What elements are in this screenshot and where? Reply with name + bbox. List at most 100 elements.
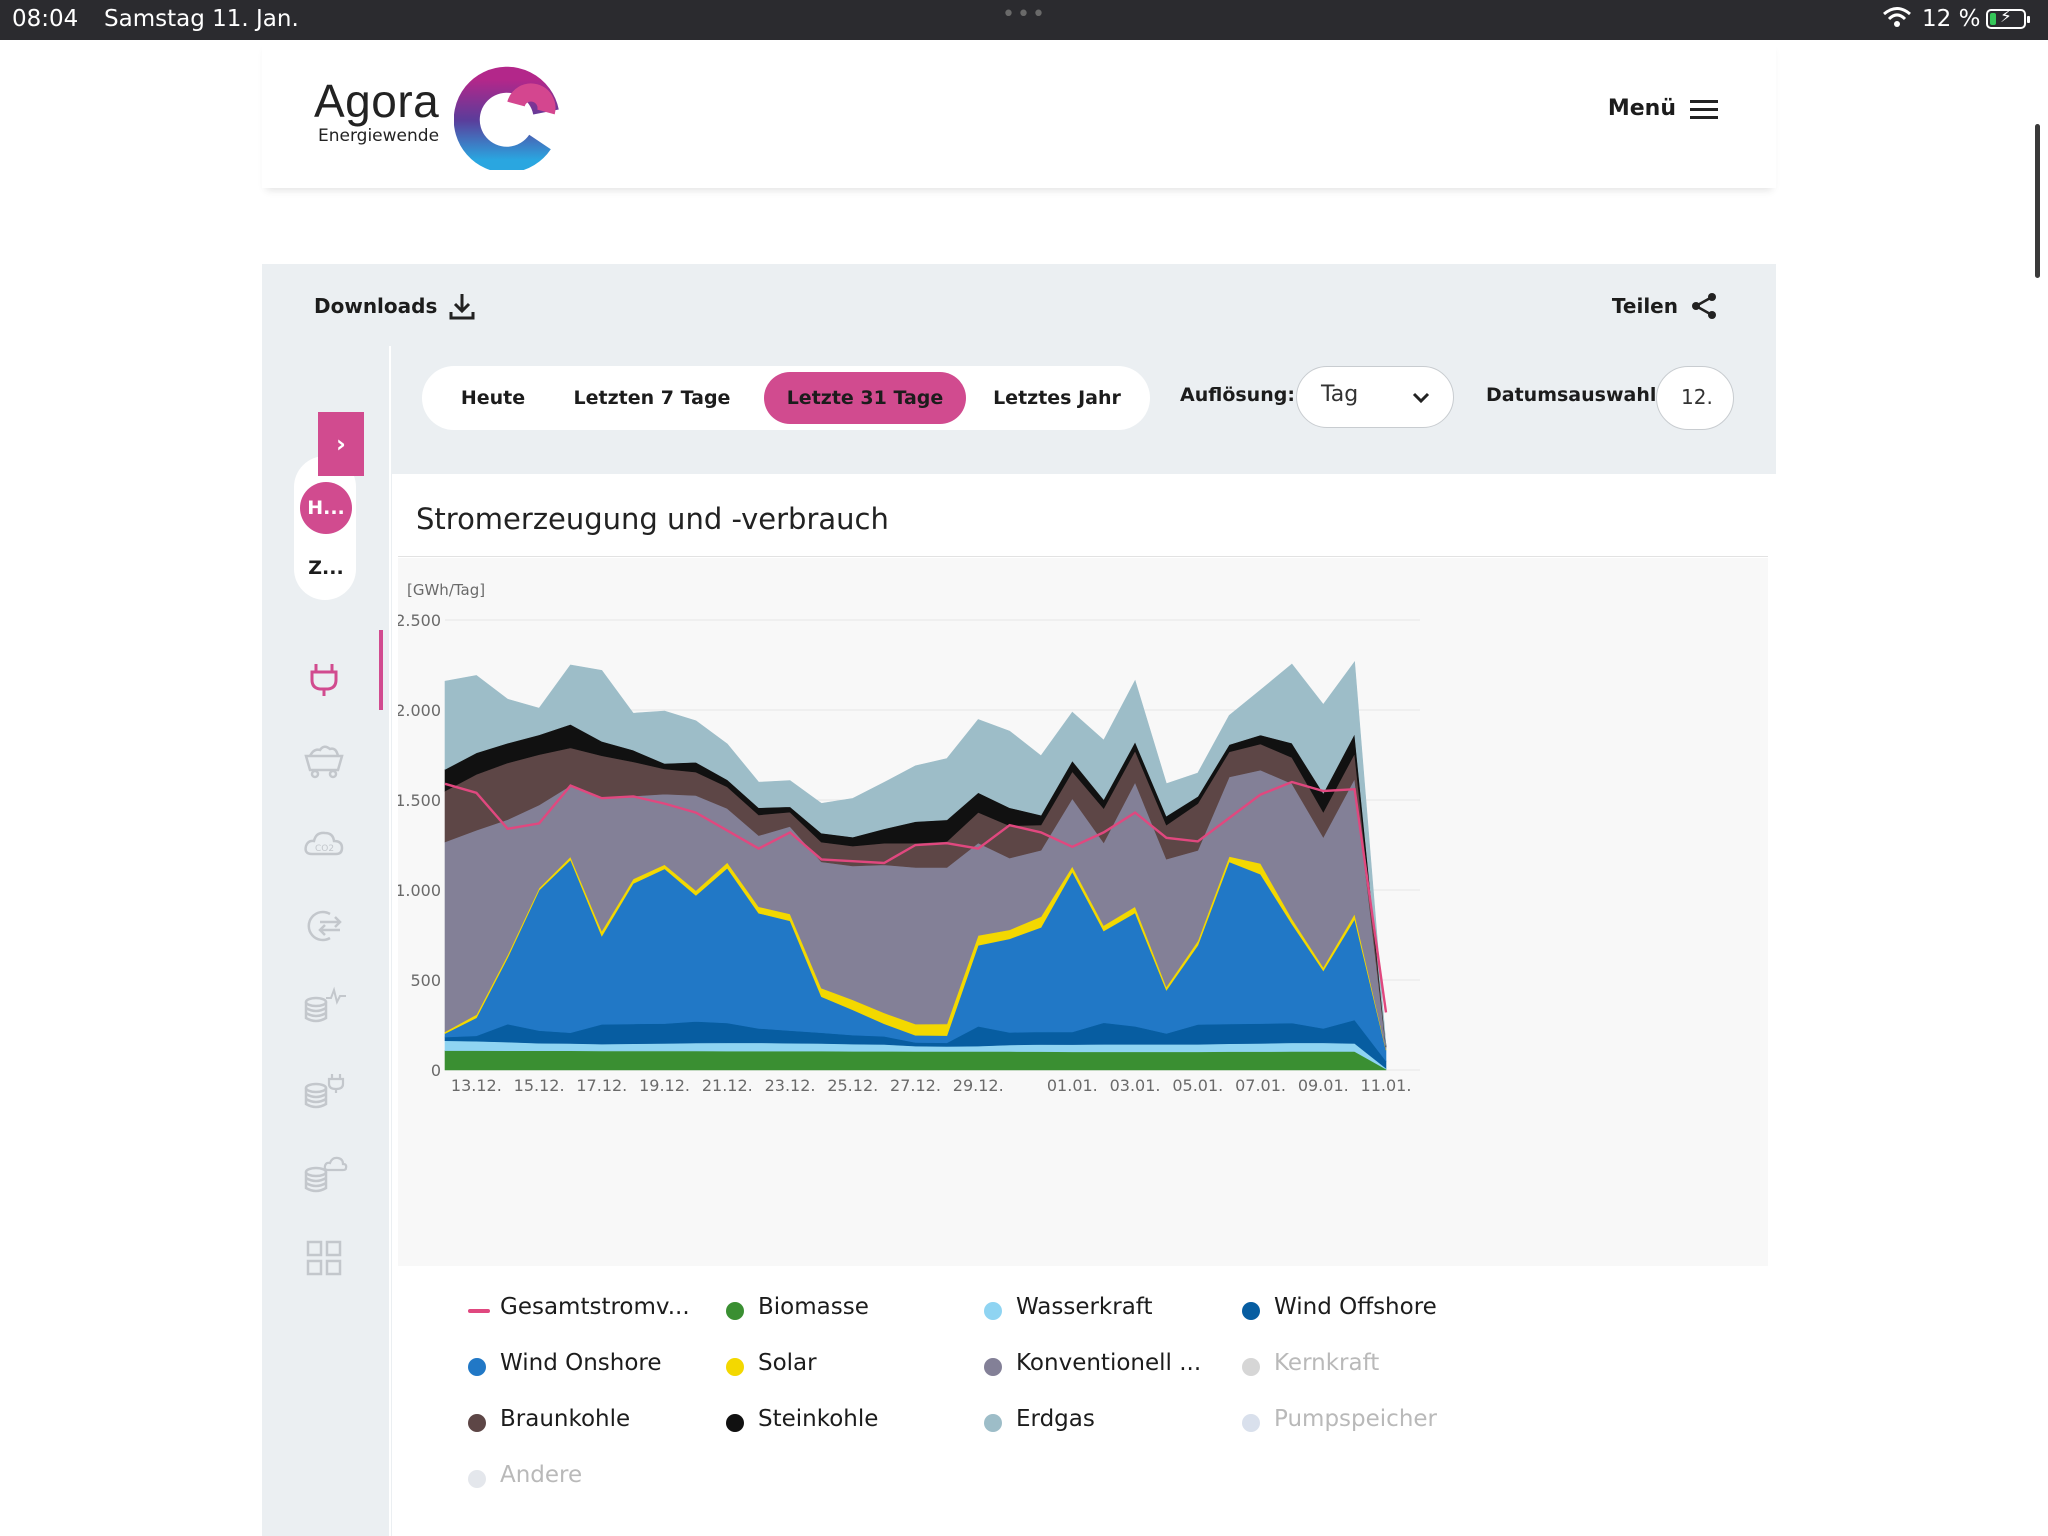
x-tick-label: 29.12. (953, 1076, 1004, 1095)
x-tick-label: 15.12. (514, 1076, 565, 1095)
chart-title: Stromerzeugung und -verbrauch (416, 502, 889, 536)
co2-cloud-icon[interactable]: CO2 (300, 820, 348, 868)
y-tick-label: 1.000 (398, 881, 441, 900)
area-erdgas (444, 660, 1387, 1046)
legend-marker-icon (468, 1358, 486, 1376)
multitask-dots-icon[interactable]: ••• (1002, 2, 1047, 27)
sidebar-expand-button[interactable]: › (318, 412, 364, 476)
x-tick-label: 25.12. (827, 1076, 878, 1095)
coal-cart-icon[interactable] (300, 736, 348, 784)
coins-power-icon[interactable] (300, 1068, 348, 1116)
tab-letzten-7-tage[interactable]: Letzten 7 Tage (573, 387, 731, 409)
page-scrollbar[interactable] (2035, 124, 2040, 278)
view-option-z[interactable]: Z... (308, 557, 344, 579)
legend-marker-icon (468, 1414, 486, 1432)
category-sidebar: H... Z... › CO2 (262, 346, 391, 1536)
grid-overview-icon[interactable] (300, 1234, 348, 1282)
sidebar-divider (389, 346, 391, 1536)
chevron-down-icon (1412, 392, 1430, 404)
y-tick-label: 1.500 (398, 791, 441, 810)
x-tick-label: 17.12. (576, 1076, 627, 1095)
legend-marker-icon (726, 1358, 744, 1376)
download-icon (449, 294, 475, 320)
x-tick-label: 01.01. (1047, 1076, 1098, 1095)
legend-marker-icon (468, 1470, 486, 1488)
downloads-label: Downloads (314, 294, 438, 318)
y-tick-label: 0 (431, 1061, 441, 1080)
legend-label: Pumpspeicher (1274, 1406, 1437, 1432)
share-button[interactable]: Teilen (1612, 292, 1718, 320)
tab-heute[interactable]: Heute (460, 387, 526, 409)
y-tick-label: 500 (410, 971, 441, 990)
legend-label: Erdgas (1016, 1406, 1095, 1432)
menu-label: Menü (1607, 96, 1676, 121)
x-tick-label: 19.12. (639, 1076, 690, 1095)
share-icon (1692, 293, 1716, 319)
coins-cloud-icon[interactable] (300, 1150, 348, 1198)
period-tabs: Heute Letzten 7 Tage Letzte 31 Tage Letz… (422, 366, 1150, 430)
legend-label: Wasserkraft (1016, 1294, 1153, 1320)
y-tick-label: 2.000 (398, 701, 441, 720)
share-label: Teilen (1611, 294, 1678, 318)
area-biomasse (444, 1050, 1387, 1071)
x-tick-label: 03.01. (1110, 1076, 1161, 1095)
legend-marker-icon (984, 1358, 1002, 1376)
title-divider (398, 556, 1768, 557)
date-input[interactable]: 12. (1656, 366, 1734, 430)
x-tick-label: 13.12. (451, 1076, 502, 1095)
y-tick-label: 2.500 (398, 611, 441, 630)
legend-marker-icon (726, 1414, 744, 1432)
downloads-button[interactable]: Downloads (314, 292, 475, 320)
line-gesamtstromverbrauch (444, 780, 1388, 1013)
agora-logo-icon (454, 66, 559, 170)
legend-marker-icon (726, 1302, 744, 1320)
legend-marker-icon (984, 1302, 1002, 1320)
tab-letzte-31-tage[interactable]: Letzte 31 Tage (764, 372, 966, 424)
tab-letztes-jahr[interactable]: Letztes Jahr (993, 387, 1121, 409)
status-time: 08:04 (12, 6, 79, 32)
coins-price-icon[interactable] (300, 982, 348, 1030)
legend-label: Wind Onshore (500, 1350, 662, 1376)
generation-area-chart[interactable]: [GWh/Tag] 0 500 1.000 1.500 2.000 2.500 13.12. 1… (398, 558, 1768, 1266)
x-tick-label: 23.12. (765, 1076, 816, 1095)
battery-icon: ⚡ (1986, 7, 2030, 29)
legend-label: Biomasse (758, 1294, 869, 1320)
logo-subtitle: Energiewende (318, 126, 440, 146)
legend-label: Andere (500, 1462, 583, 1488)
site-header: Agora Energiewende Menü (262, 40, 1776, 188)
legend-label: Konventionell ... (1016, 1350, 1202, 1376)
status-date: Samstag 11. Jan. (104, 6, 299, 32)
chart-area: [GWh/Tag] 0 500 1.000 1.500 2.000 2.500 13.12. 1… (398, 558, 1768, 1266)
power-plug-icon[interactable] (300, 654, 348, 702)
resolution-select[interactable]: Tag (1296, 366, 1454, 428)
chart-card: Stromerzeugung und -verbrauch [GWh/Tag] 0… (392, 474, 1776, 1536)
battery-percent: 12 % (1922, 6, 1981, 32)
view-switch-pill: H... Z... (294, 456, 356, 600)
x-tick-label: 27.12. (890, 1076, 941, 1095)
y-unit-label: [GWh/Tag] (407, 581, 485, 599)
x-tick-label: 07.01. (1235, 1076, 1286, 1095)
legend-label: Steinkohle (758, 1406, 879, 1432)
legend-label: Gesamtstromv... (500, 1294, 690, 1320)
legend-label: Braunkohle (500, 1406, 631, 1432)
x-tick-label: 11.01. (1361, 1076, 1412, 1095)
wifi-icon (1882, 6, 1912, 34)
hamburger-icon (1690, 99, 1718, 119)
legend-label: Kernkraft (1274, 1350, 1380, 1376)
dashboard-panel: Downloads Teilen H... Z... › CO2 Heute L… (262, 264, 1776, 1536)
filter-bar: Heute Letzten 7 Tage Letzte 31 Tage Letz… (422, 366, 1776, 464)
svg-text:CO2: CO2 (315, 844, 334, 854)
legend-marker-icon (984, 1414, 1002, 1432)
menu-button[interactable]: Menü (1608, 96, 1718, 121)
resolution-value: Tag (1321, 382, 1359, 407)
legend-marker-icon (1242, 1358, 1260, 1376)
view-option-h[interactable]: H... (300, 482, 352, 534)
legend-label: Solar (758, 1350, 817, 1376)
sidebar-active-indicator (379, 630, 383, 710)
logo-name: Agora (314, 75, 440, 127)
status-bar: 08:04 Samstag 11. Jan. ••• 12 % ⚡ (0, 0, 2048, 40)
x-tick-label: 05.01. (1172, 1076, 1223, 1095)
x-tick-label: 21.12. (702, 1076, 753, 1095)
exchange-arrows-icon[interactable] (300, 902, 348, 950)
legend-marker-icon (468, 1309, 490, 1313)
